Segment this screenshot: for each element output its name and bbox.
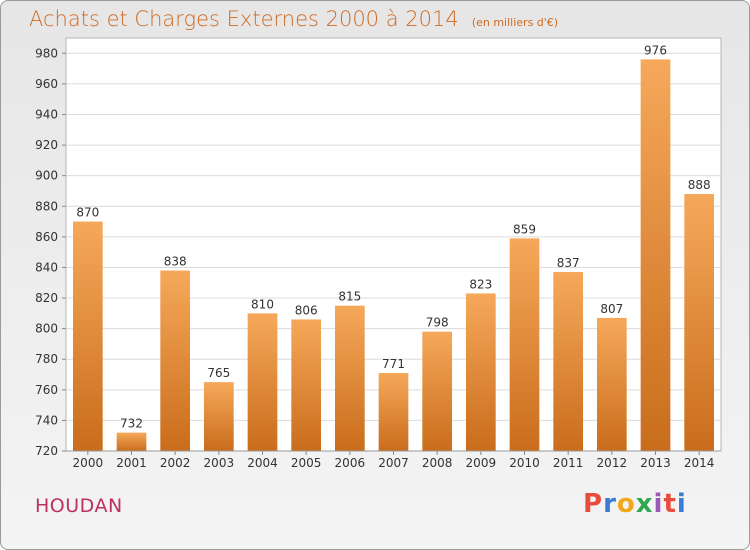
bar [465,293,496,451]
x-tick-label: 2010 [509,456,540,470]
bar [422,331,453,451]
data-label: 807 [600,302,623,316]
y-tick-label: 760 [35,383,58,397]
city-name: HOUDAN [35,495,123,517]
logo-letter: o [616,489,636,519]
y-tick-label: 720 [35,444,58,458]
logo-letter: i [653,489,664,519]
y-tick-label: 880 [35,199,58,213]
y-tick-label: 780 [35,352,58,366]
chart-title: Achats et Charges Externes 2000 à 2014 (… [29,7,558,31]
data-label: 837 [557,256,580,270]
x-tick-label: 2013 [640,456,671,470]
y-tick-label: 980 [35,46,58,60]
y-tick-label: 920 [35,138,58,152]
logo-letter: t [663,489,677,519]
data-label: 870 [76,206,99,220]
data-label: 798 [426,316,449,330]
data-label: 806 [295,303,318,317]
x-tick-label: 2006 [335,456,366,470]
bar [684,194,715,451]
bar [596,317,627,451]
x-tick-label: 2007 [378,456,409,470]
bar [334,305,365,451]
x-tick-label: 2000 [73,456,104,470]
x-tick-label: 2012 [597,456,628,470]
bar [640,59,671,451]
logo-letter: i [676,489,687,519]
bar [553,272,584,451]
x-tick-label: 2011 [553,456,584,470]
y-tick-label: 840 [35,260,58,274]
x-tick-label: 2008 [422,456,453,470]
data-label: 888 [688,178,711,192]
x-tick-label: 2004 [247,456,278,470]
x-tick-label: 2003 [204,456,235,470]
data-label: 765 [207,366,230,380]
logo-letter: r [603,489,617,519]
y-tick-label: 960 [35,77,58,91]
x-tick-label: 2009 [466,456,497,470]
y-tick-label: 800 [35,322,58,336]
logo-letter: P [583,489,604,519]
y-tick-label: 740 [35,413,58,427]
bar [203,382,234,451]
y-tick-label: 820 [35,291,58,305]
title-main: Achats et Charges Externes 2000 à 2014 [29,7,459,31]
x-tick-label: 2002 [160,456,191,470]
data-label: 859 [513,222,536,236]
x-tick-label: 2005 [291,456,322,470]
y-tick-label: 900 [35,169,58,183]
bar [378,372,409,451]
data-label: 976 [644,43,667,57]
data-label: 823 [469,277,492,291]
data-label: 771 [382,357,405,371]
data-label: 732 [120,417,143,431]
bar [291,319,322,451]
x-tick-label: 2001 [116,456,147,470]
proxiti-logo: Proxiti [583,489,687,519]
bar [247,313,278,451]
x-tick-label: 2014 [684,456,715,470]
bar [116,432,147,451]
data-label: 838 [164,255,187,269]
logo-letter: x [635,489,654,519]
bar [72,221,103,451]
bar [160,270,191,451]
bar [509,238,540,451]
y-tick-label: 860 [35,230,58,244]
title-unit: (en milliers d'€) [471,16,559,29]
y-tick-label: 940 [35,107,58,121]
data-label: 810 [251,297,274,311]
data-label: 815 [338,290,361,304]
